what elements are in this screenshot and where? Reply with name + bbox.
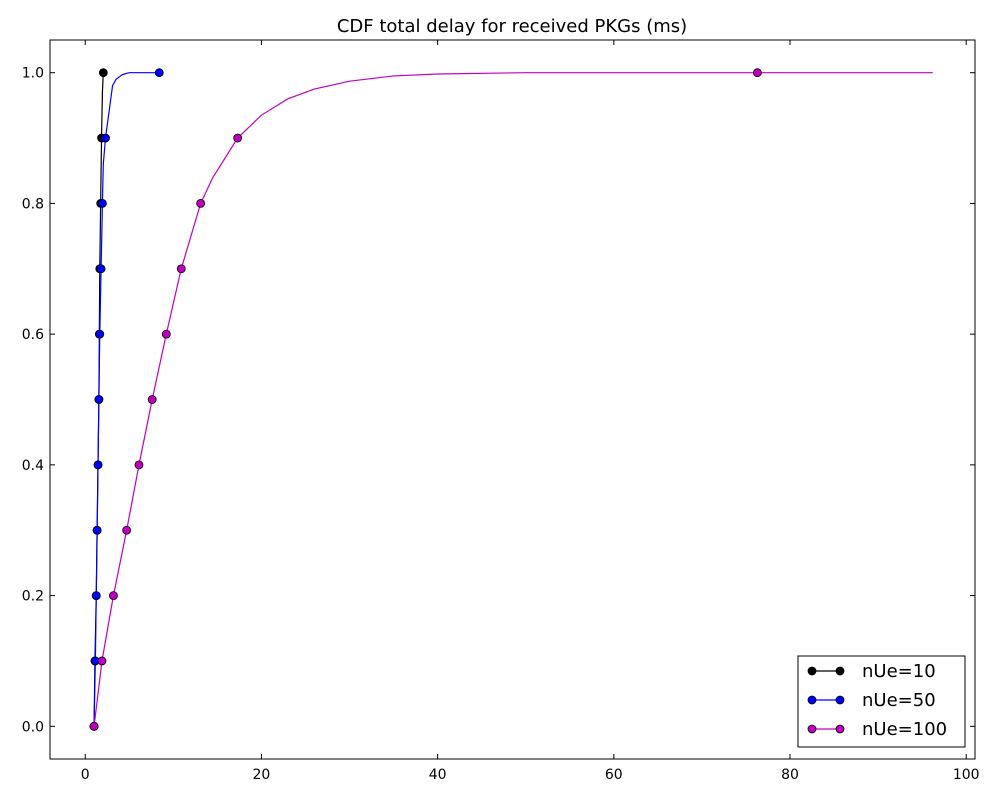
x-tick-label: 20 [253,767,271,783]
y-tick-label: 0.2 [22,589,44,605]
data-point-1-8 [98,199,107,208]
data-point-2-0 [89,721,99,731]
y-tick-label: 0.8 [22,196,44,212]
y-tick-label: 0.4 [22,458,44,474]
legend-marker-0 [807,666,817,676]
data-point-2-1 [97,656,107,666]
legend-marker-0 [835,666,845,676]
data-point-2-9 [233,133,243,143]
x-tick-label: 0 [81,767,90,783]
data-point-1-10 [154,68,164,78]
y-tick-label: 0.0 [22,719,44,735]
series-line-2 [93,72,933,727]
data-point-1-3 [92,525,102,535]
series-2 [89,68,933,731]
legend-marker-1 [835,695,845,705]
plot-frame [49,39,976,760]
x-tick-label: 100 [953,767,980,783]
x-tick-label: 40 [429,767,447,783]
data-point-2-2 [109,591,118,600]
legend: nUe=10 nUe=50 nUe=100 [797,655,966,748]
chart-title: CDF total delay for received PKGs (ms) [337,16,687,37]
axes-layer: 0 20 40 60 80 100 0.0 0.2 0.4 0.6 0.8 1.0 [22,40,980,783]
y-tick-label: 1.0 [22,66,44,82]
x-tick-label: 80 [781,767,799,783]
data-point-2-8 [196,199,206,208]
data-point-0-10 [98,68,108,78]
data-point-1-2 [91,591,101,600]
data-point-2-6 [161,329,171,339]
data-point-1-6 [95,329,105,339]
legend-marker-1 [807,695,817,705]
legend-label-0: nUe=10 [862,661,936,682]
y-tick-label: 0.6 [22,327,44,343]
legend-label-2: nUe=100 [862,719,947,740]
data-point-2-5 [147,395,157,404]
data-point-2-7 [176,264,186,274]
data-point-1-7 [96,264,106,274]
data-point-1-4 [93,460,103,470]
data-point-1-9 [101,133,110,143]
data-point-1-5 [94,395,104,404]
legend-marker-2 [835,724,845,734]
series-layer [89,68,933,731]
data-point-2-10 [753,68,762,78]
legend-label-1: nUe=50 [862,690,936,711]
data-point-2-4 [134,460,144,470]
x-tick-label: 60 [605,767,623,783]
legend-marker-2 [807,724,817,734]
data-point-2-3 [122,525,132,535]
